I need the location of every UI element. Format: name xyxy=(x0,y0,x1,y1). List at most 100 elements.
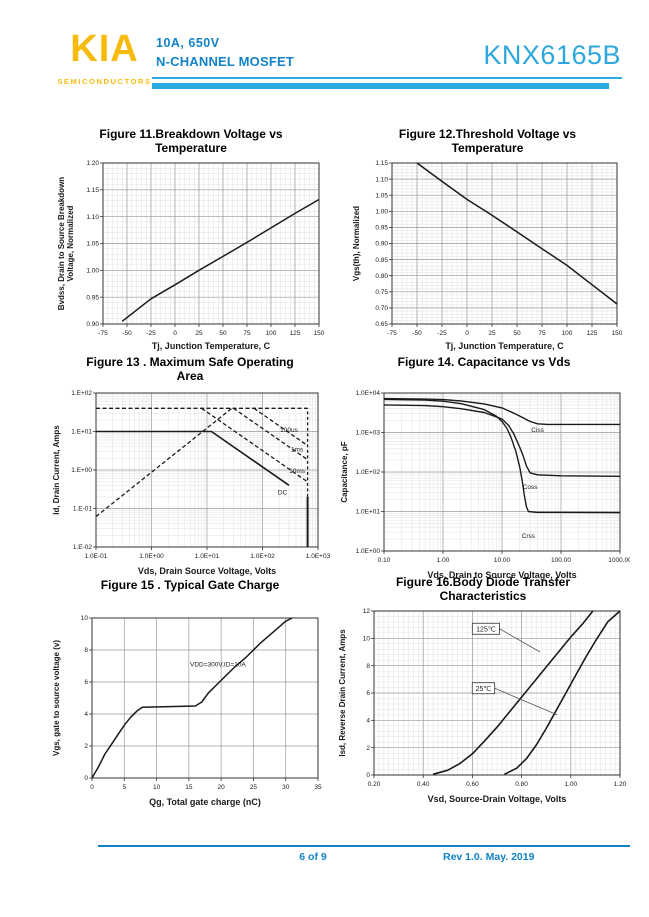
svg-text:0.80: 0.80 xyxy=(515,781,528,788)
svg-text:1.15: 1.15 xyxy=(375,160,388,167)
svg-text:2: 2 xyxy=(366,745,370,752)
svg-text:25℃: 25℃ xyxy=(476,686,492,693)
svg-text:150: 150 xyxy=(612,330,623,337)
svg-text:100us: 100us xyxy=(280,427,298,434)
svg-text:150: 150 xyxy=(314,330,325,337)
svg-text:1.10: 1.10 xyxy=(86,214,99,221)
figure-13-caption: Figure 13 . Maximum Safe Operating Area xyxy=(86,355,294,384)
svg-text:1.0E+02: 1.0E+02 xyxy=(356,469,381,476)
svg-text:Id, Drain Current, Amps: Id, Drain Current, Amps xyxy=(52,425,61,515)
svg-text:0: 0 xyxy=(90,784,94,791)
figure-15-caption: Figure 15 . Typical Gate Charge xyxy=(100,578,280,592)
svg-text:0.65: 0.65 xyxy=(375,321,388,328)
svg-text:25: 25 xyxy=(488,330,496,337)
svg-text:1.E-02: 1.E-02 xyxy=(73,544,93,551)
svg-text:1.00: 1.00 xyxy=(86,268,99,275)
svg-text:0.90: 0.90 xyxy=(86,321,99,328)
device-description: 10A, 650V N-CHANNEL MOSFET xyxy=(156,36,294,69)
figure-12: Figure 12.Threshold Voltage vs Temperatu… xyxy=(350,127,625,352)
revision-label: Rev 1.0. May. 2019 xyxy=(443,851,535,863)
svg-text:0.95: 0.95 xyxy=(375,225,388,232)
svg-text:100.00: 100.00 xyxy=(551,557,571,564)
svg-text:1.15: 1.15 xyxy=(86,187,99,194)
svg-text:2: 2 xyxy=(84,743,88,750)
svg-text:DC: DC xyxy=(278,490,288,497)
figure-16-caption: Figure 16.Body Diode Transfer Characteri… xyxy=(395,575,571,604)
svg-text:Bvdss, Drain to Source Breakdo: Bvdss, Drain to Source Breakdown xyxy=(57,177,66,310)
body-diode-chart: 0.20 0.40 0.60 0.80 1.00 1.20 0 2 4 6 8 10 12 Vsd, So… xyxy=(338,608,627,804)
svg-text:0.90: 0.90 xyxy=(375,241,388,248)
svg-text:Vgs, gate to source voltage (v: Vgs, gate to source voltage (v) xyxy=(52,640,61,756)
svg-text:-75: -75 xyxy=(98,330,108,337)
svg-text:30: 30 xyxy=(282,784,290,791)
svg-text:125: 125 xyxy=(290,330,301,337)
svg-text:1.0E+00: 1.0E+00 xyxy=(139,553,164,560)
svg-text:1.E-01: 1.E-01 xyxy=(73,506,93,513)
svg-text:-25: -25 xyxy=(146,330,156,337)
svg-text:8: 8 xyxy=(366,663,370,670)
svg-text:0.80: 0.80 xyxy=(375,273,388,280)
kia-logo-subtitle: SEMICONDUCTORS xyxy=(57,77,152,86)
svg-text:1000.00: 1000.00 xyxy=(608,557,630,564)
safe-operating-area-chart: 1.0E-01 1.0E+00 1.0E+01 1.0E+02 1.0E+03 1.E-0… xyxy=(52,390,330,576)
svg-text:1.00: 1.00 xyxy=(375,209,388,216)
svg-text:0.60: 0.60 xyxy=(466,781,479,788)
svg-text:Coss: Coss xyxy=(523,484,539,491)
svg-text:75: 75 xyxy=(243,330,251,337)
svg-text:35: 35 xyxy=(314,784,322,791)
header-rule-thin xyxy=(152,77,622,79)
svg-text:10.00: 10.00 xyxy=(494,557,511,564)
part-number: KNX6165B xyxy=(483,40,621,70)
svg-text:10: 10 xyxy=(153,784,161,791)
figure-14: Figure 14. Capacitance vs Vds 0.10 1.00 10… xyxy=(338,355,630,581)
svg-text:1.E+01: 1.E+01 xyxy=(71,429,92,436)
figure-11: Figure 11.Breakdown Voltage vs Temperatu… xyxy=(55,127,327,352)
svg-text:100: 100 xyxy=(266,330,277,337)
svg-text:Qg, Total gate charge (nC): Qg, Total gate charge (nC) xyxy=(149,797,261,807)
svg-text:25: 25 xyxy=(250,784,258,791)
kia-logo: KIA SEMICONDUCTORS xyxy=(57,30,152,86)
svg-text:0: 0 xyxy=(84,775,88,782)
svg-text:125℃: 125℃ xyxy=(476,626,496,633)
svg-text:Tj, Junction Temperature, C: Tj, Junction Temperature, C xyxy=(445,341,564,351)
svg-text:1.00: 1.00 xyxy=(437,557,450,564)
svg-text:1.0E+03: 1.0E+03 xyxy=(306,553,330,560)
header-rule-thick xyxy=(152,83,609,89)
svg-text:10: 10 xyxy=(363,636,371,643)
svg-text:0.75: 0.75 xyxy=(375,289,388,296)
device-type: N-CHANNEL MOSFET xyxy=(156,54,295,69)
svg-text:-25: -25 xyxy=(437,330,447,337)
svg-text:0.20: 0.20 xyxy=(368,781,381,788)
svg-text:75: 75 xyxy=(538,330,546,337)
svg-text:1.E+02: 1.E+02 xyxy=(71,390,92,397)
threshold-voltage-chart: -75 -50 -25 0 25 50 75 100 125 150 0.65 0.70 0.75 0.8… xyxy=(352,160,623,351)
svg-text:0.40: 0.40 xyxy=(417,781,430,788)
svg-text:25: 25 xyxy=(195,330,203,337)
capacitance-chart: 0.10 1.00 10.00 100.00 1000.00 1.0E+00 1.0E+01… xyxy=(340,390,630,580)
svg-text:1.20: 1.20 xyxy=(86,160,99,167)
svg-text:0.85: 0.85 xyxy=(375,257,388,264)
svg-text:Tj, Junction Temperature, C: Tj, Junction Temperature, C xyxy=(152,341,271,351)
svg-text:1.05: 1.05 xyxy=(86,241,99,248)
svg-text:20: 20 xyxy=(218,784,226,791)
svg-text:125: 125 xyxy=(587,330,598,337)
breakdown-voltage-chart: -75 -50 -25 0 25 50 75 100 125 150 0.90 0.95 1.00 1.0… xyxy=(57,160,325,351)
gate-charge-chart: 0 5 10 15 20 25 30 35 0 2 4 6 8 10 Qg, Total gate char… xyxy=(52,615,322,807)
svg-text:0.10: 0.10 xyxy=(378,557,391,564)
svg-text:-75: -75 xyxy=(387,330,397,337)
svg-text:10ms: 10ms xyxy=(289,468,306,475)
svg-text:1.0E+01: 1.0E+01 xyxy=(195,553,220,560)
svg-text:100: 100 xyxy=(562,330,573,337)
svg-text:Crss: Crss xyxy=(522,533,536,540)
svg-text:VDD=300V,ID=10A: VDD=300V,ID=10A xyxy=(190,661,246,668)
svg-text:50: 50 xyxy=(513,330,521,337)
svg-text:1.20: 1.20 xyxy=(614,781,627,788)
svg-text:12: 12 xyxy=(363,608,371,615)
svg-text:Vds, Drain Source Voltage, Vol: Vds, Drain Source Voltage, Volts xyxy=(138,566,276,576)
svg-text:4: 4 xyxy=(366,718,370,725)
svg-text:1.00: 1.00 xyxy=(564,781,577,788)
figure-14-caption: Figure 14. Capacitance vs Vds xyxy=(397,355,571,369)
svg-text:5: 5 xyxy=(122,784,126,791)
svg-text:Voltage, Normalized: Voltage, Normalized xyxy=(66,205,75,281)
